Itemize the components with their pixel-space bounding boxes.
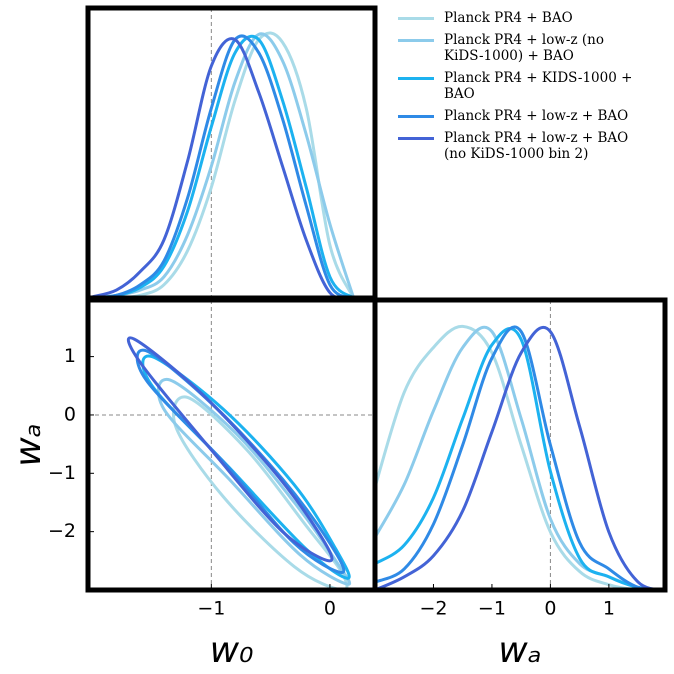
x-tick-label: −1: [197, 598, 225, 620]
y-tick-label: 1: [64, 345, 76, 367]
y-tick-label: −2: [48, 520, 76, 542]
density-curve: [375, 324, 665, 590]
density-curve: [375, 325, 665, 590]
legend-entry: Planck PR4 + BAO: [398, 10, 668, 26]
legend-label: Planck PR4 + KIDS-1000 + BAO: [444, 70, 633, 102]
density-curve: [92, 37, 354, 298]
legend-swatch: [398, 77, 434, 80]
legend-entry: Planck PR4 + low-z (no KiDS-1000) + BAO: [398, 32, 668, 64]
legend-label: Planck PR4 + low-z + BAO: [444, 108, 629, 124]
density-curve: [92, 34, 355, 298]
contour: [141, 354, 351, 580]
panel-frame: [372, 297, 668, 593]
legend-swatch: [398, 17, 434, 20]
x-axis-label: w₀: [210, 630, 254, 671]
legend-label: Planck PR4 + BAO: [444, 10, 573, 26]
panel: [92, 8, 356, 298]
x-tick-label: 0: [544, 598, 556, 620]
x-tick-label: −2: [419, 598, 447, 620]
density-curve: [92, 31, 356, 298]
density-curve: [375, 327, 665, 590]
y-tick-label: −1: [48, 462, 76, 484]
legend-entry: Planck PR4 + KIDS-1000 + BAO: [398, 70, 668, 102]
contour: [135, 348, 346, 574]
x-tick-label: 0: [324, 598, 336, 620]
density-curve: [375, 325, 665, 590]
contour: [126, 336, 334, 563]
panel: [88, 300, 375, 590]
legend-swatch: [398, 39, 434, 42]
x-tick-label: −1: [478, 598, 506, 620]
legend-entry: Planck PR4 + low-z + BAO (no KiDS-1000 b…: [398, 130, 668, 162]
legend-label: Planck PR4 + low-z + BAO (no KiDS-1000 b…: [444, 130, 629, 162]
legend-swatch: [398, 137, 434, 140]
x-axis-label: wₐ: [498, 630, 542, 671]
contour: [156, 377, 352, 586]
legend-label: Planck PR4 + low-z (no KiDS-1000) + BAO: [444, 32, 604, 64]
panel: [375, 300, 665, 590]
legend: Planck PR4 + BAO Planck PR4 + low-z (no K…: [398, 10, 668, 168]
density-curve: [92, 34, 355, 298]
legend-swatch: [398, 115, 434, 118]
density-curve: [92, 32, 356, 298]
y-axis-label: wₐ: [8, 423, 49, 467]
y-tick-label: 0: [64, 403, 76, 425]
legend-entry: Planck PR4 + low-z + BAO: [398, 108, 668, 124]
x-tick-label: 1: [603, 598, 615, 620]
